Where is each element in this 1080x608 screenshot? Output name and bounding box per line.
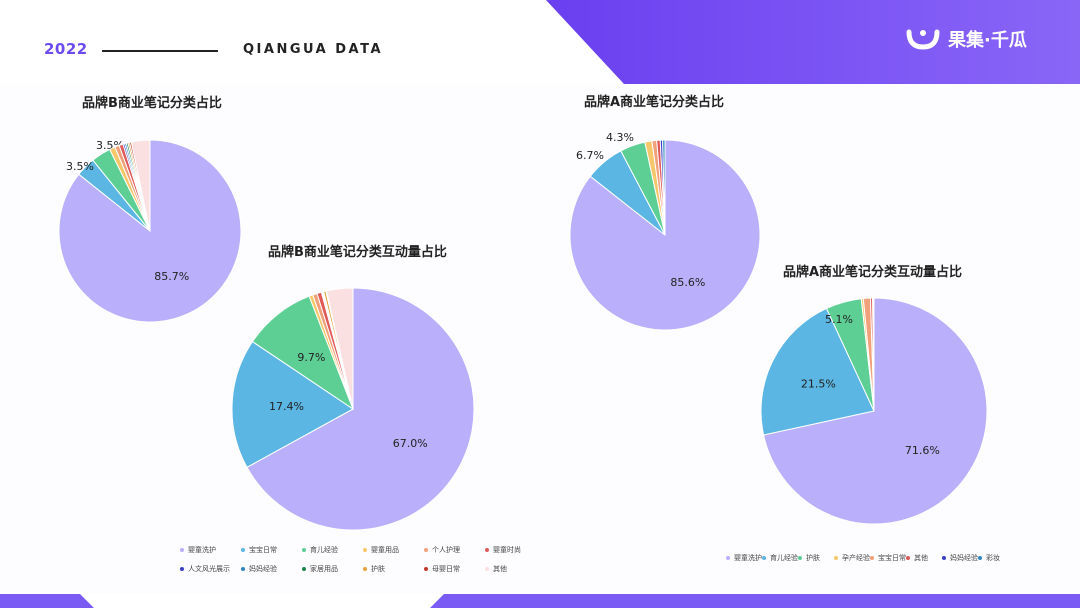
legend-item: 婴童洗护 [726,553,762,563]
legend-item: 护肤 [798,553,820,563]
legend-swatch [485,567,489,571]
legend-label: 宝宝日常 [878,554,906,562]
legend-item: 育儿经验 [762,553,798,563]
legend-item: 婴童时尚 [485,545,521,555]
legend-item: 宝宝日常 [241,545,277,555]
legend-item: 婴童洗护 [180,545,216,555]
legend-swatch [870,556,874,560]
legend-item: 家居用品 [302,564,338,574]
legend-label: 护肤 [371,565,385,573]
legend-label: 家居用品 [310,565,338,573]
legend-swatch [363,567,367,571]
logo-icon [906,29,940,50]
content-background [0,84,1080,594]
legend-label: 婴童洗护 [188,546,216,554]
legend-swatch [180,548,184,552]
legend-label: 婴童洗护 [734,554,762,562]
legend-swatch [241,548,245,552]
legend-item: 妈妈经验 [241,564,277,574]
chart-title-b-share: 品牌B商业笔记分类占比 [82,96,222,111]
legend-label: 婴童时尚 [493,546,521,554]
logo-text: 果集·千瓜 [948,30,1027,51]
legend-item: 育儿经验 [302,545,338,555]
legend-item: 母婴日常 [424,564,460,574]
legend-swatch [906,556,910,560]
legend-label: 其他 [914,554,928,562]
legend-item: 个人护理 [424,545,460,555]
legend-item: 孕产经验 [834,553,870,563]
legend-brand-b: 婴童洗护 宝宝日常 育儿经验 婴童用品 个人护理 婴童时尚人文风光展示 妈妈经验 家居用品 护肤… [180,545,580,585]
legend-swatch [485,548,489,552]
chart-title-a-interaction: 品牌A商业笔记分类互动量占比 [783,265,963,280]
legend-swatch [726,556,730,560]
report-year: 2022 [44,40,88,58]
legend-label: 宝宝日常 [249,546,277,554]
legend-swatch [834,556,838,560]
legend-item: 护肤 [363,564,385,574]
legend-label: 彩妆 [986,554,1000,562]
legend-label: 孕产经验 [842,554,870,562]
legend-item: 彩妆 [978,553,1000,563]
legend-label: 妈妈经验 [950,554,978,562]
legend-item: 其他 [485,564,507,574]
legend-swatch [302,567,306,571]
legend-item: 人文风光展示 [180,564,230,574]
legend-swatch [942,556,946,560]
brand-name-en: QIANGUA DATA [243,42,384,57]
legend-swatch [241,567,245,571]
legend-label: 人文风光展示 [188,565,230,573]
legend-label: 妈妈经验 [249,565,277,573]
legend-swatch [302,548,306,552]
chart-title-b-interaction: 品牌B商业笔记分类互动量占比 [268,245,447,260]
legend-swatch [363,548,367,552]
legend-item: 其他 [906,553,928,563]
top-right-band [546,0,1080,84]
legend-item: 宝宝日常 [870,553,906,563]
legend-swatch [424,548,428,552]
logo: 果集·千瓜 [906,26,1027,52]
legend-swatch [798,556,802,560]
legend-swatch [424,567,428,571]
legend-swatch [180,567,184,571]
legend-swatch [762,556,766,560]
legend-item: 婴童用品 [363,545,399,555]
chart-title-a-share: 品牌A商业笔记分类占比 [584,95,725,110]
legend-label: 母婴日常 [432,565,460,573]
bottom-band [0,594,1080,608]
legend-label: 育儿经验 [310,546,338,554]
legend-label: 婴童用品 [371,546,399,554]
legend-label: 个人护理 [432,546,460,554]
legend-item: 妈妈经验 [942,553,978,563]
header-divider [102,50,218,52]
legend-swatch [978,556,982,560]
legend-label: 其他 [493,565,507,573]
legend-label: 育儿经验 [770,554,798,562]
legend-label: 护肤 [806,554,820,562]
legend-brand-a: 婴童洗护 育儿经验 护肤 孕产经验 宝宝日常 其他 妈妈经验 彩妆 [726,553,1026,567]
